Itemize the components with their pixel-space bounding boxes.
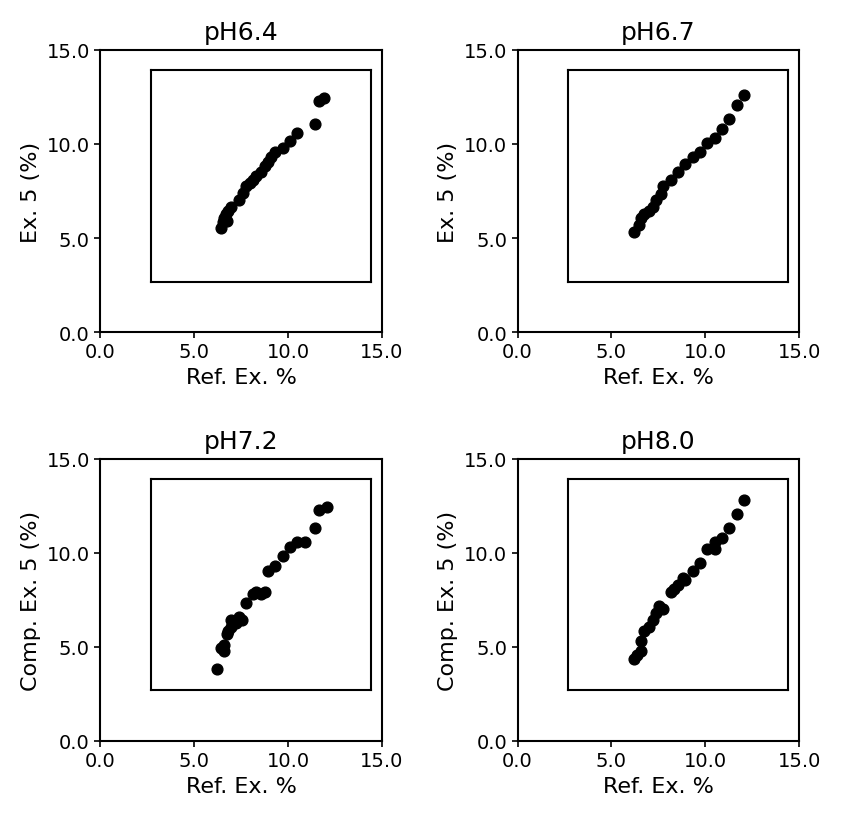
Title: pH6.7: pH6.7 <box>621 20 696 45</box>
Title: pH8.0: pH8.0 <box>621 429 696 453</box>
X-axis label: Ref. Ex. %: Ref. Ex. % <box>185 368 296 388</box>
Y-axis label: Ex. 5 (%): Ex. 5 (%) <box>438 141 458 243</box>
Title: pH7.2: pH7.2 <box>204 429 278 453</box>
Y-axis label: Comp. Ex. 5 (%): Comp. Ex. 5 (%) <box>438 511 458 690</box>
Title: pH6.4: pH6.4 <box>204 20 278 45</box>
X-axis label: Ref. Ex. %: Ref. Ex. % <box>602 776 713 797</box>
X-axis label: Ref. Ex. %: Ref. Ex. % <box>185 776 296 797</box>
Y-axis label: Ex. 5 (%): Ex. 5 (%) <box>21 141 41 243</box>
X-axis label: Ref. Ex. %: Ref. Ex. % <box>602 368 713 388</box>
Y-axis label: Comp. Ex. 5 (%): Comp. Ex. 5 (%) <box>21 511 41 690</box>
